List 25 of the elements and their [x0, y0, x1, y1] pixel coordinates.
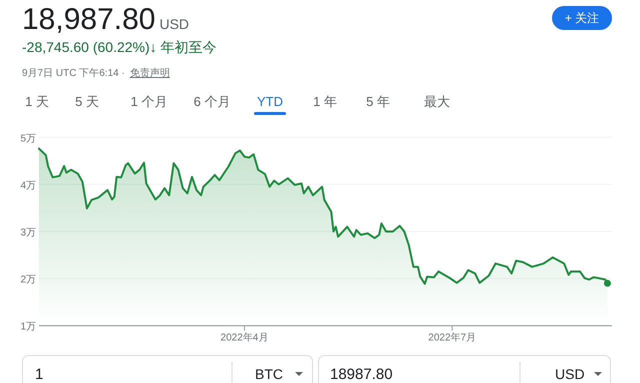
text: 免责声明: [130, 67, 170, 79]
y-tick-label: 4万: [20, 180, 36, 192]
y-tick-label: 5万: [20, 133, 36, 144]
x-tick-label: 2022年7月: [428, 332, 476, 344]
text: 1 个月: [130, 94, 168, 109]
text: 18987.80: [330, 366, 393, 383]
text: 9月7日 UTC 下午6:14 ·: [22, 67, 125, 79]
y-tick-label: 1万: [20, 322, 36, 333]
text: -28,745.60 (60.22%)↓ 年初至今: [22, 39, 217, 55]
text: BTC: [255, 366, 283, 382]
y-tick-label: 2万: [20, 274, 36, 286]
text: 6 个月: [194, 94, 230, 109]
text: 最大: [424, 94, 450, 109]
text: USD: [555, 366, 585, 382]
y-tick-label: 3万: [20, 228, 36, 238]
text: 5 天: [75, 94, 99, 109]
text: 1: [35, 366, 44, 383]
x-tick-label: 2022年4月: [220, 332, 268, 344]
text: YTD: [257, 94, 283, 109]
chart-title: 18,987.80: [22, 3, 156, 36]
text: USD: [159, 16, 190, 32]
text: 5 年: [366, 94, 390, 109]
text: 1 天: [25, 94, 49, 109]
text: 1 年: [313, 94, 337, 109]
text: + 关注: [564, 11, 600, 25]
